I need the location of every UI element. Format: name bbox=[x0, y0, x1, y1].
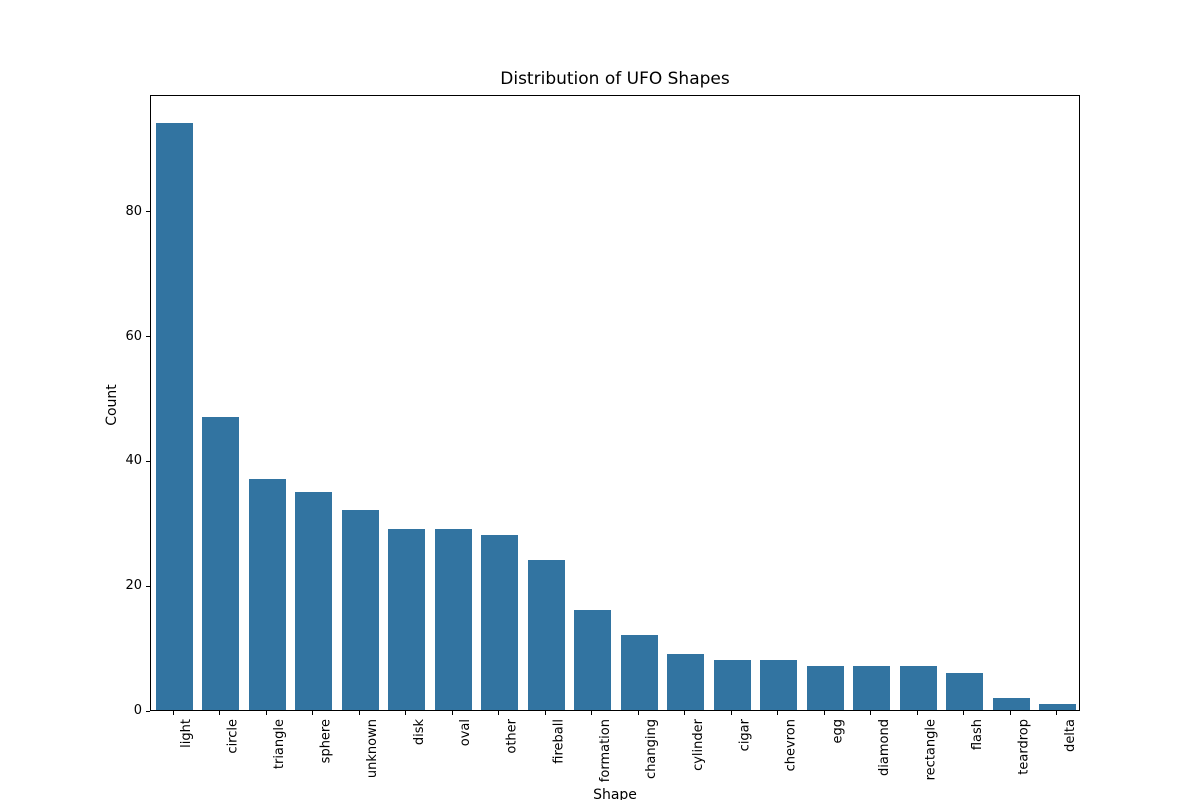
x-tick-mark bbox=[777, 711, 779, 715]
x-tick-mark bbox=[916, 711, 918, 715]
x-tick-mark bbox=[637, 711, 639, 715]
x-tick-mark bbox=[591, 711, 593, 715]
x-tick-label-diamond: diamond bbox=[876, 719, 892, 776]
y-axis-label: Count bbox=[104, 384, 120, 426]
bar-changing bbox=[620, 635, 658, 710]
x-tick-mark bbox=[312, 711, 314, 715]
x-tick-label-other: other bbox=[504, 719, 520, 754]
x-tick-mark bbox=[544, 711, 546, 715]
bar-flash bbox=[946, 672, 984, 710]
bar-disk bbox=[388, 529, 426, 710]
x-tick-label-oval: oval bbox=[458, 719, 474, 747]
x-tick-mark bbox=[451, 711, 453, 715]
bar-cylinder bbox=[667, 653, 705, 710]
plot-area bbox=[150, 95, 1080, 711]
x-tick-mark bbox=[1056, 711, 1058, 715]
x-tick-label-changing: changing bbox=[644, 719, 660, 779]
bar-sphere bbox=[295, 491, 333, 710]
y-tick-label: 60 bbox=[125, 328, 142, 344]
bar-circle bbox=[202, 416, 240, 710]
bar-egg bbox=[806, 666, 844, 710]
x-tick-label-sphere: sphere bbox=[318, 719, 334, 764]
x-tick-label-teardrop: teardrop bbox=[1016, 719, 1032, 775]
x-tick-mark bbox=[823, 711, 825, 715]
bar-formation bbox=[574, 610, 612, 710]
y-tick-mark bbox=[146, 211, 150, 213]
x-tick-mark bbox=[265, 711, 267, 715]
x-tick-mark bbox=[684, 711, 686, 715]
x-tick-label-formation: formation bbox=[597, 719, 613, 783]
x-tick-label-flash: flash bbox=[969, 719, 985, 751]
y-tick-mark bbox=[146, 460, 150, 462]
x-tick-label-light: light bbox=[179, 719, 195, 748]
x-tick-mark bbox=[870, 711, 872, 715]
y-tick-mark bbox=[146, 336, 150, 338]
bar-teardrop bbox=[992, 697, 1030, 710]
bar-other bbox=[481, 535, 519, 710]
x-tick-mark bbox=[219, 711, 221, 715]
x-tick-label-rectangle: rectangle bbox=[923, 719, 939, 781]
x-tick-mark bbox=[963, 711, 965, 715]
bar-triangle bbox=[248, 479, 286, 710]
y-tick-mark bbox=[146, 710, 150, 712]
bar-oval bbox=[434, 529, 472, 710]
x-tick-label-fireball: fireball bbox=[551, 719, 567, 764]
x-axis-label: Shape bbox=[593, 787, 637, 800]
y-tick-label: 80 bbox=[125, 203, 142, 219]
x-tick-label-disk: disk bbox=[411, 719, 427, 746]
bar-unknown bbox=[341, 510, 379, 710]
x-tick-mark bbox=[172, 711, 174, 715]
x-tick-mark bbox=[730, 711, 732, 715]
x-tick-label-unknown: unknown bbox=[365, 719, 381, 779]
chart-title: Distribution of UFO Shapes bbox=[500, 69, 730, 89]
x-tick-label-triangle: triangle bbox=[272, 719, 288, 770]
x-tick-mark bbox=[405, 711, 407, 715]
y-tick-label: 20 bbox=[125, 578, 142, 594]
x-tick-label-delta: delta bbox=[1062, 719, 1078, 752]
bar-light bbox=[155, 123, 193, 710]
bar-cigar bbox=[713, 660, 751, 710]
bar-diamond bbox=[853, 666, 891, 710]
y-tick-label: 0 bbox=[133, 703, 142, 718]
bar-fireball bbox=[527, 560, 565, 710]
bar-rectangle bbox=[899, 666, 937, 710]
x-tick-label-chevron: chevron bbox=[783, 719, 799, 772]
bar-chevron bbox=[760, 660, 798, 710]
x-tick-label-cylinder: cylinder bbox=[690, 719, 706, 771]
x-tick-mark bbox=[1009, 711, 1011, 715]
y-tick-label: 40 bbox=[125, 453, 142, 469]
x-tick-mark bbox=[358, 711, 360, 715]
x-tick-label-circle: circle bbox=[225, 719, 241, 754]
x-tick-mark bbox=[498, 711, 500, 715]
x-tick-label-egg: egg bbox=[830, 719, 846, 744]
y-tick-mark bbox=[146, 585, 150, 587]
x-tick-label-cigar: cigar bbox=[737, 719, 753, 752]
bar-delta bbox=[1039, 703, 1077, 710]
